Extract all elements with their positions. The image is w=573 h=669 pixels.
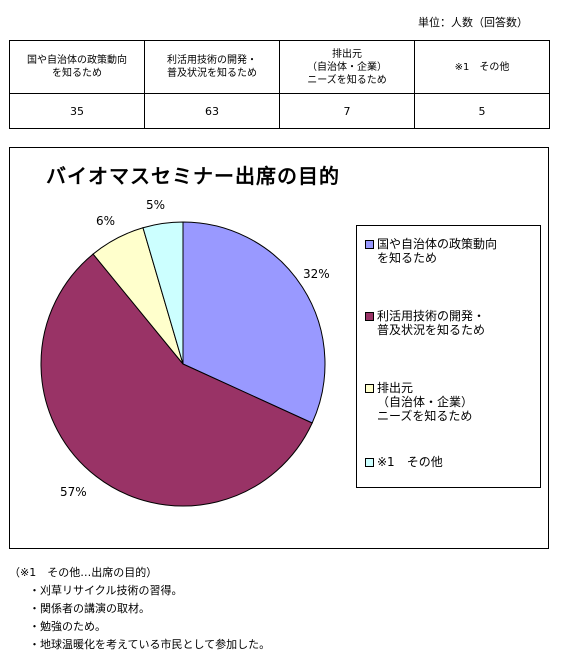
legend-label: 排出元 （自治体・企業） ニーズを知るため [377, 381, 474, 423]
chart-legend: 国や自治体の政策動向 を知るため 利活用技術の開発・ 普及状況を知るため 排出元… [356, 225, 541, 488]
note-item: ・刈草リサイクル技術の習得。 [9, 582, 270, 600]
table-header-cell: 利活用技術の開発・ 普及状況を知るため [144, 40, 280, 94]
note-item: ・地球温暖化を考えている市民として参加した。 [9, 636, 270, 654]
unit-note: 単位：人数（回答数） [418, 16, 528, 29]
bullet: ・ [29, 620, 40, 633]
table-value-cell: 5 [414, 93, 550, 129]
pie-percent-label-1: 57% [60, 485, 87, 499]
legend-swatch [365, 312, 374, 321]
bullet: ・ [29, 584, 40, 597]
bullet: ・ [29, 638, 40, 651]
legend-label: 国や自治体の政策動向 を知るため [377, 237, 498, 265]
notes: （※1 その他…出席の目的） ・刈草リサイクル技術の習得。 ・関係者の講演の取材… [9, 564, 270, 654]
note-item: ・関係者の講演の取材。 [9, 600, 270, 618]
legend-swatch [365, 384, 374, 393]
pie-percent-label-0: 32% [303, 267, 330, 281]
table-header-cell: ※1 その他 [414, 40, 550, 94]
table-value-row: 35 63 7 5 [9, 93, 550, 129]
chart-title: バイオマスセミナー出席の目的 [46, 164, 340, 188]
legend-swatch [365, 458, 374, 467]
pie-slice-1 [40, 253, 313, 507]
note-item: ・勉強のため。 [9, 618, 270, 636]
table-value-cell: 35 [9, 93, 145, 129]
summary-table: 国や自治体の政策動向 を知るため 利活用技術の開発・ 普及状況を知るため 排出元… [9, 40, 550, 129]
legend-swatch [365, 240, 374, 249]
table-header-cell: 国や自治体の政策動向 を知るため [9, 40, 145, 94]
pie-slice-0 [182, 221, 326, 424]
pie-percent-label-3: 5% [146, 198, 166, 212]
bullet: ・ [29, 602, 40, 615]
legend-label: ※1 その他 [377, 455, 443, 469]
pie-slice-3 [142, 221, 184, 365]
legend-label: 利活用技術の開発・ 普及状況を知るため [377, 309, 486, 337]
notes-heading: （※1 その他…出席の目的） [9, 566, 158, 579]
table-value-cell: 63 [144, 93, 280, 129]
pie-percent-label-2: 6% [96, 214, 116, 228]
table-value-cell: 7 [279, 93, 415, 129]
